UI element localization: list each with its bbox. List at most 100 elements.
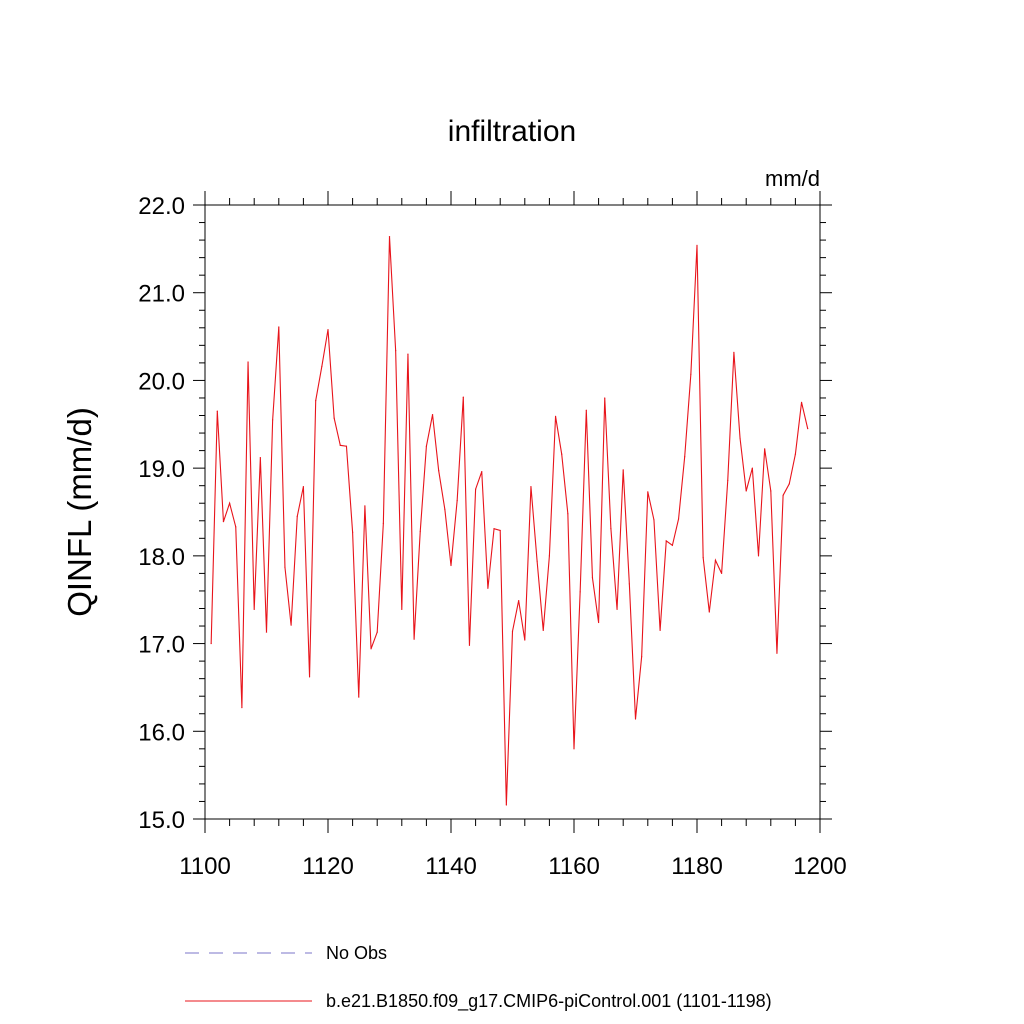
data-point bbox=[751, 467, 753, 469]
data-point bbox=[690, 373, 692, 375]
data-point bbox=[604, 397, 606, 399]
data-point bbox=[764, 448, 766, 450]
data-point bbox=[659, 629, 661, 632]
data-point bbox=[505, 804, 507, 806]
data-point bbox=[235, 526, 237, 528]
data-point bbox=[739, 437, 741, 439]
data-point bbox=[800, 401, 803, 403]
data-point bbox=[499, 529, 501, 532]
y-axis-label: QINFL (mm/d) bbox=[61, 407, 98, 617]
data-point bbox=[382, 522, 384, 525]
data-point bbox=[542, 629, 544, 632]
data-point bbox=[757, 555, 760, 557]
data-point bbox=[727, 479, 729, 482]
data-point bbox=[395, 350, 397, 352]
data-point bbox=[745, 490, 747, 492]
data-point bbox=[708, 611, 710, 613]
y-tick-label: 21.0 bbox=[138, 281, 185, 308]
data-point bbox=[388, 235, 391, 238]
data-point bbox=[425, 445, 427, 447]
data-point bbox=[554, 415, 557, 417]
data-point bbox=[616, 608, 618, 610]
y-tick-label: 22.0 bbox=[138, 193, 185, 220]
data-point bbox=[475, 488, 477, 490]
data-point bbox=[308, 676, 311, 678]
series-line bbox=[210, 236, 809, 805]
data-point bbox=[591, 577, 594, 579]
legend-label-model: b.e21.B1850.f09_g17.CMIP6-piControl.001 … bbox=[326, 991, 772, 1012]
data-point bbox=[265, 631, 268, 633]
x-tick-labels: 1100 1120 1140 1160 1180 1200 bbox=[179, 853, 847, 880]
data-point bbox=[696, 244, 698, 246]
data-point bbox=[684, 456, 686, 458]
y-tick-label: 16.0 bbox=[138, 719, 185, 746]
data-point bbox=[702, 557, 704, 559]
data-point bbox=[413, 638, 415, 640]
data-point bbox=[444, 508, 446, 510]
data-point bbox=[628, 583, 630, 585]
x-tick-label: 1140 bbox=[425, 853, 477, 880]
data-point bbox=[352, 531, 354, 533]
data-point bbox=[229, 502, 231, 504]
data-point bbox=[671, 544, 674, 546]
data-point bbox=[776, 652, 778, 654]
y-tick-label: 15.0 bbox=[138, 807, 185, 834]
data-point bbox=[216, 410, 218, 412]
data-point bbox=[284, 566, 286, 568]
data-point bbox=[598, 621, 600, 624]
data-point bbox=[653, 519, 655, 521]
data-point bbox=[222, 521, 225, 523]
y-tick-label: 20.0 bbox=[138, 368, 185, 395]
data-point bbox=[511, 630, 514, 632]
data-point bbox=[345, 445, 348, 447]
y-tick-label: 17.0 bbox=[138, 632, 185, 659]
x-tick-label: 1200 bbox=[793, 853, 846, 880]
data-point bbox=[794, 453, 797, 455]
data-point bbox=[358, 696, 360, 698]
data-point bbox=[641, 656, 643, 658]
data-point bbox=[518, 599, 520, 602]
data-point bbox=[327, 328, 329, 331]
data-point bbox=[634, 718, 637, 720]
data-point bbox=[333, 417, 335, 419]
data-point bbox=[733, 351, 735, 353]
data-point bbox=[622, 469, 624, 471]
y-tick-label: 19.0 bbox=[138, 456, 185, 483]
data-point bbox=[721, 572, 723, 575]
data-point bbox=[241, 707, 243, 709]
data-point bbox=[376, 631, 378, 633]
data-point bbox=[364, 505, 366, 507]
data-point bbox=[210, 642, 212, 645]
data-point bbox=[370, 648, 372, 650]
data-point bbox=[456, 500, 458, 502]
plot-frame bbox=[204, 204, 821, 820]
legend-label-no-obs: No Obs bbox=[326, 943, 387, 963]
x-tick-label: 1100 bbox=[179, 853, 231, 880]
data-point bbox=[585, 409, 587, 411]
legend: No Obs b.e21.B1850.f09_g17.CMIP6-piContr… bbox=[185, 943, 772, 1012]
data-point bbox=[807, 428, 809, 430]
data-point bbox=[536, 560, 538, 562]
data-point bbox=[462, 396, 464, 398]
data-point bbox=[665, 540, 667, 542]
chart-title: infiltration bbox=[448, 115, 576, 148]
data-point bbox=[339, 444, 341, 446]
data-point bbox=[290, 624, 292, 626]
data-point bbox=[561, 453, 563, 455]
data-point bbox=[714, 559, 717, 561]
x-tick-label: 1160 bbox=[548, 853, 600, 880]
data-point bbox=[573, 748, 575, 750]
series-layer bbox=[210, 235, 809, 806]
data-point bbox=[253, 608, 255, 610]
data-point bbox=[302, 485, 304, 488]
data-point bbox=[524, 639, 526, 641]
data-point bbox=[247, 361, 249, 363]
y-tick-labels: 15.0 16.0 17.0 18.0 19.0 20.0 21.0 22.0 bbox=[138, 193, 185, 834]
data-point bbox=[315, 400, 317, 402]
y-tick-label: 18.0 bbox=[138, 544, 185, 571]
data-point bbox=[419, 530, 421, 532]
data-point bbox=[438, 470, 440, 472]
data-point bbox=[468, 644, 471, 646]
data-point bbox=[782, 494, 784, 496]
